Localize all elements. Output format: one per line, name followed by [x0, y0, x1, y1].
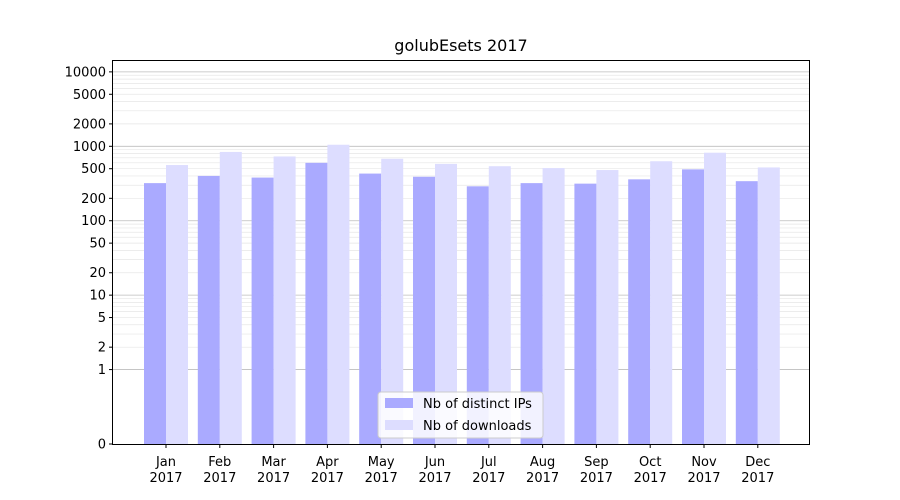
x-tick-label-month: Sep	[584, 455, 609, 470]
chart-title: golubEsets 2017	[394, 36, 527, 55]
bar-downloads	[704, 152, 726, 444]
x-tick-label-year: 2017	[311, 471, 344, 486]
y-tick-label: 10000	[65, 65, 106, 80]
bar-distinct-ips	[735, 181, 758, 444]
y-tick-label: 5	[98, 311, 106, 326]
bars	[144, 144, 780, 445]
y-tick-label: 500	[81, 162, 106, 177]
x-axis: Jan2017Feb2017Mar2017Apr2017May2017Jun20…	[149, 444, 774, 486]
bar-downloads	[166, 165, 188, 444]
x-tick-label-month: Jul	[480, 455, 497, 470]
y-tick-label: 5000	[73, 88, 106, 103]
bar-distinct-ips	[197, 175, 220, 444]
y-tick-label: 2000	[73, 117, 106, 132]
x-tick-label-month: Aug	[530, 455, 555, 470]
bar-distinct-ips	[144, 183, 166, 444]
x-tick-label-year: 2017	[418, 471, 451, 486]
x-tick-label-month: Oct	[639, 455, 661, 470]
x-tick-label-year: 2017	[472, 471, 505, 486]
x-tick-label-month: Jan	[155, 455, 176, 470]
bar-downloads	[488, 166, 511, 444]
bar-distinct-ips	[305, 162, 328, 444]
bar-distinct-ips	[574, 183, 597, 445]
bar-downloads	[273, 156, 296, 444]
x-tick-label-year: 2017	[149, 471, 182, 486]
y-tick-label: 50	[89, 237, 106, 252]
x-tick-label-month: Feb	[208, 455, 231, 470]
y-tick-label: 200	[81, 192, 106, 207]
y-axis: 0 1 2 5 10 20 50 100 200 500 1000 2000 5000 10000	[65, 65, 113, 453]
bar-distinct-ips	[682, 169, 704, 444]
y-tick-label: 1	[98, 363, 106, 378]
legend-box	[377, 391, 544, 439]
bar-distinct-ips	[251, 177, 274, 444]
x-tick-label-year: 2017	[526, 471, 559, 486]
x-tick-label-year: 2017	[687, 471, 720, 486]
x-tick-label-month: Nov	[691, 455, 717, 470]
y-tick-label: 100	[81, 214, 106, 229]
y-tick-label: 1000	[73, 140, 106, 155]
x-tick-label-year: 2017	[634, 471, 667, 486]
bar-downloads	[435, 163, 457, 444]
y-tick-label: 2	[98, 341, 106, 356]
bar-distinct-ips	[359, 173, 382, 444]
x-tick-label-year: 2017	[365, 471, 398, 486]
bar-downloads	[757, 167, 780, 444]
legend-swatch-downloads	[385, 420, 413, 430]
legend-swatch-distinct-ips	[385, 398, 413, 408]
x-tick-label-year: 2017	[257, 471, 290, 486]
bar-downloads	[327, 144, 350, 444]
x-tick-label-month: Jun	[424, 455, 445, 470]
bar-downloads	[381, 158, 404, 444]
x-tick-label-month: Apr	[316, 455, 339, 470]
bar-downloads	[596, 170, 619, 444]
y-tick-label: 20	[89, 266, 106, 281]
bar-downloads	[542, 168, 565, 444]
x-tick-label-month: Mar	[261, 455, 286, 470]
bar-downloads	[650, 161, 673, 445]
x-tick-label-month: May	[368, 455, 395, 470]
legend-label-distinct-ips: Nb of distinct IPs	[423, 397, 532, 412]
bar-distinct-ips	[413, 176, 435, 445]
bar-downloads	[219, 151, 242, 444]
y-tick-label: 0	[98, 438, 106, 453]
x-tick-label-year: 2017	[580, 471, 613, 486]
y-tick-label: 10	[89, 289, 106, 304]
bar-distinct-ips	[466, 186, 489, 445]
legend-label-downloads: Nb of downloads	[423, 419, 532, 434]
bar-distinct-ips	[520, 183, 543, 444]
x-tick-label-month: Dec	[745, 455, 770, 470]
plot-frame	[112, 60, 810, 445]
x-tick-label-year: 2017	[741, 471, 774, 486]
x-tick-label-year: 2017	[203, 471, 236, 486]
bar-distinct-ips	[628, 179, 651, 445]
legend: Nb of distinct IPs Nb of downloads	[377, 391, 544, 439]
